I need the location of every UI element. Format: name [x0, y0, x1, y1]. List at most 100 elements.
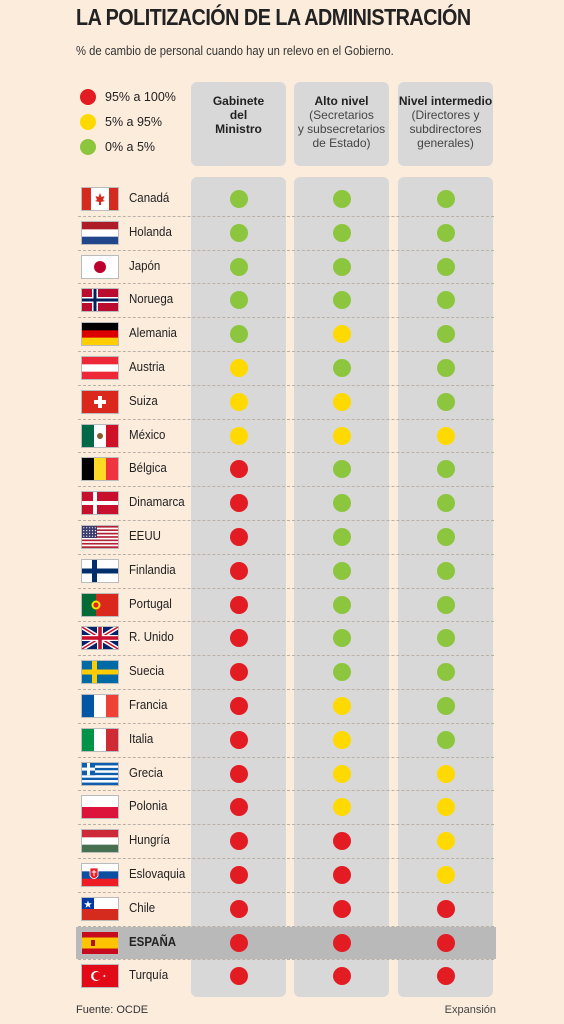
level-dot-green — [332, 460, 351, 479]
column-body-2 — [294, 177, 389, 998]
level-dot-yellow — [436, 832, 455, 851]
column-header-2: Alto nivel (Secretarios y subsecretarios de… — [294, 82, 389, 166]
column-subtitle-line: generales) — [417, 136, 474, 150]
slovakia-flag-icon — [82, 863, 118, 886]
level-dot-green — [332, 358, 351, 377]
row-divider — [78, 249, 494, 251]
level-dot-yellow — [332, 392, 351, 411]
level-dot-green — [436, 460, 455, 479]
level-dot-red — [229, 764, 248, 783]
level-dot-green — [229, 189, 248, 208]
level-dot-green — [229, 325, 248, 344]
canada-flag-icon — [82, 187, 118, 210]
row-divider — [78, 486, 494, 488]
legend-item-red: 95% a 100% — [80, 88, 176, 106]
level-dot-green — [436, 189, 455, 208]
column-title-line: Alto nivel — [314, 94, 369, 108]
level-dot-green — [436, 291, 455, 310]
country-label: EEUU — [129, 528, 161, 543]
level-dot-yellow — [332, 426, 351, 445]
legend-label: 95% a 100% — [105, 90, 176, 104]
poland-flag-icon — [82, 796, 118, 819]
level-dot-yellow — [229, 426, 248, 445]
uk-flag-icon — [82, 627, 118, 650]
legend-dot-red — [80, 89, 96, 105]
level-dot-red — [229, 595, 248, 614]
row-divider — [78, 790, 494, 792]
country-label: Hungría — [129, 833, 170, 848]
row-divider — [78, 756, 494, 758]
legend-dot-yellow — [80, 114, 96, 130]
level-dot-green — [436, 494, 455, 513]
country-label: Chile — [129, 900, 156, 915]
level-dot-green — [332, 595, 351, 614]
level-dot-yellow — [332, 764, 351, 783]
legend-label: 0% a 5% — [105, 140, 156, 154]
level-dot-yellow — [332, 798, 351, 817]
column-subtitle-line: (Directores y — [411, 108, 480, 122]
level-dot-red — [229, 527, 248, 546]
country-label: Holanda — [129, 224, 172, 239]
netherlands-flag-icon — [82, 221, 118, 244]
legend-dot-green — [80, 139, 96, 155]
belgium-flag-icon — [82, 458, 118, 481]
column-subtitle-line: y subsecretarios — [297, 122, 386, 136]
row-divider — [78, 722, 494, 724]
row-divider — [78, 384, 494, 386]
column-body-3 — [398, 177, 493, 998]
country-label: Portugal — [129, 596, 172, 611]
country-label: Canadá — [129, 190, 170, 205]
country-label: Suecia — [129, 664, 165, 679]
legend-item-yellow: 5% a 95% — [80, 113, 162, 131]
row-divider — [78, 452, 494, 454]
level-dot-red — [332, 832, 351, 851]
level-dot-red — [229, 696, 248, 715]
level-dot-yellow — [229, 392, 248, 411]
country-label: Grecia — [129, 765, 163, 780]
row-divider — [78, 824, 494, 826]
level-dot-yellow — [332, 325, 351, 344]
level-dot-red — [332, 967, 351, 986]
austria-flag-icon — [82, 356, 118, 379]
level-dot-red — [229, 561, 248, 580]
level-dot-green — [229, 257, 248, 276]
level-dot-green — [332, 223, 351, 242]
level-dot-green — [436, 629, 455, 648]
level-dot-red — [229, 967, 248, 986]
column-title-line: del — [229, 108, 248, 122]
legend-label: 5% a 95% — [105, 115, 162, 129]
row-divider — [78, 689, 494, 690]
level-dot-green — [436, 595, 455, 614]
level-dot-green — [436, 358, 455, 377]
country-label: Finlandia — [129, 562, 176, 577]
level-dot-yellow — [436, 426, 455, 445]
japan-flag-icon — [82, 255, 118, 278]
level-dot-red — [229, 933, 248, 952]
row-divider — [78, 351, 494, 352]
level-dot-green — [229, 291, 248, 310]
level-dot-green — [332, 189, 351, 208]
level-dot-green — [436, 561, 455, 580]
row-divider — [78, 418, 494, 420]
level-dot-green — [332, 629, 351, 648]
switzerland-flag-icon — [82, 390, 118, 413]
level-dot-green — [436, 392, 455, 411]
country-label: Italia — [129, 731, 154, 746]
mexico-flag-icon — [82, 424, 118, 447]
level-dot-green — [229, 223, 248, 242]
row-divider — [78, 858, 494, 859]
level-dot-yellow — [332, 696, 351, 715]
level-dot-green — [436, 325, 455, 344]
column-title-line: Gabinete — [212, 94, 265, 108]
level-dot-red — [229, 832, 248, 851]
country-label: Alemania — [129, 326, 177, 341]
column-header-1: Gabinete del Ministro — [191, 82, 286, 166]
column-title-line: Ministro — [215, 122, 262, 136]
column-header-3: Nivel intermedio (Directores y subdirector… — [398, 82, 493, 166]
level-dot-red — [436, 899, 455, 918]
country-label: Eslovaquia — [129, 866, 186, 881]
level-dot-green — [332, 291, 351, 310]
level-dot-green — [332, 561, 351, 580]
source-note: Fuente: OCDE — [76, 1004, 149, 1016]
level-dot-red — [332, 865, 351, 884]
